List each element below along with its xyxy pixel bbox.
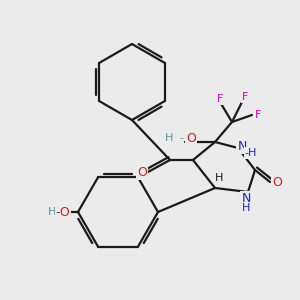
Text: F: F — [242, 92, 248, 102]
Text: -H: -H — [245, 148, 257, 158]
Text: F: F — [255, 110, 261, 120]
Text: H: H — [165, 133, 173, 143]
Text: O: O — [137, 166, 147, 178]
Text: -: - — [179, 133, 183, 143]
Text: H: H — [48, 207, 56, 217]
Text: N: N — [241, 191, 251, 205]
Text: O: O — [186, 131, 196, 145]
Text: H: H — [215, 173, 223, 183]
Text: N: N — [237, 140, 247, 152]
Text: H: H — [242, 203, 250, 213]
Text: -O: -O — [56, 206, 70, 218]
Text: O: O — [272, 176, 282, 188]
Text: F: F — [217, 94, 223, 104]
